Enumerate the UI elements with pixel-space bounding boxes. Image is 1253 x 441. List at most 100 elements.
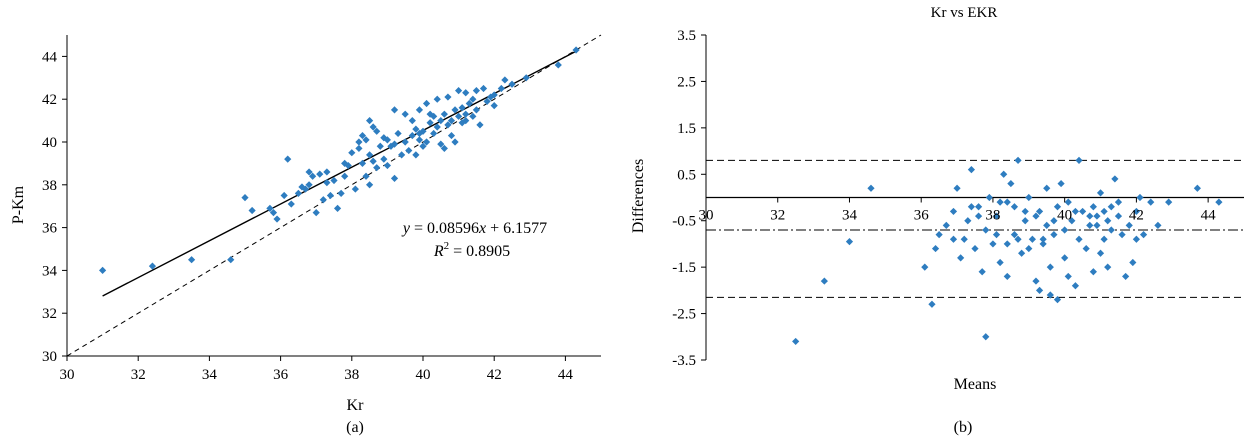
chart-b-point (964, 217, 972, 225)
chart-b-point (1039, 235, 1047, 243)
chart-a-point (426, 110, 434, 118)
chart-a-point (298, 183, 306, 191)
chart-a-xtick-label: 36 (273, 367, 289, 383)
chart-a-point (401, 110, 409, 118)
chart-b-point (1139, 231, 1148, 239)
chart-b-point (1096, 189, 1105, 197)
chart-a-point (380, 134, 388, 142)
chart-b-point (1010, 203, 1019, 211)
chart-b-point (1007, 179, 1015, 188)
chart-b-point (1021, 217, 1029, 225)
chart-a-point (355, 144, 363, 153)
chart-b-point (974, 212, 983, 220)
chart-b-point (1136, 193, 1144, 202)
chart-a-point (369, 123, 377, 131)
chart-b-point (1096, 249, 1105, 257)
chart-a-point (284, 155, 292, 163)
chart-a-point (333, 204, 342, 212)
chart-a-point (444, 93, 452, 101)
chart-a-point (433, 95, 441, 103)
chart-b-point (1003, 240, 1011, 248)
chart-a-axes (66, 35, 601, 357)
chart-b-ytick-label: 3.5 (677, 28, 696, 44)
chart-b-point (1025, 244, 1033, 253)
chart-b-yticks: 3.5 2.5 1.5 0.5 -0.5 -1.5 -2.5 -3.5 (672, 28, 706, 369)
chart-a-point (447, 117, 456, 125)
chart-b-point (1111, 175, 1119, 183)
chart-b-ytick-label: -3.5 (672, 353, 696, 369)
chart-a-point (412, 125, 420, 133)
chart-a-point (383, 136, 391, 144)
chart-a-ytick-label: 30 (42, 349, 57, 365)
chart-a-point (326, 191, 335, 200)
chart-b-point (971, 244, 979, 253)
chart-a-xticks: 30 32 34 36 38 40 42 44 (60, 356, 573, 383)
chart-a-point (554, 61, 562, 69)
chart-b-point (928, 300, 936, 308)
chart-b-ylabel: Differences (630, 159, 647, 233)
chart-a-point (241, 194, 249, 202)
chart-a-point (479, 84, 488, 93)
chart-b-point (1000, 170, 1008, 178)
chart-b-point (960, 235, 968, 243)
chart-a-xlabel: Kr (347, 397, 365, 414)
chart-b-point (1154, 221, 1162, 229)
chart-a-point (451, 138, 459, 146)
chart-b-point (1093, 221, 1101, 229)
chart-b-point (1100, 207, 1108, 216)
chart-a-point (458, 104, 466, 112)
chart-b-point (982, 333, 990, 341)
chart-a-point (305, 181, 313, 189)
chart-a-point (522, 74, 530, 82)
chart-a-point (444, 121, 452, 129)
chart-b-point (1104, 263, 1112, 271)
chart-a-point (415, 129, 424, 138)
chart-a-ytick-label: 38 (42, 178, 57, 194)
chart-b-point (1068, 217, 1076, 225)
chart-b-point (1032, 212, 1040, 220)
chart-b-points (792, 156, 1223, 346)
chart-a-point (490, 102, 498, 110)
chart-a-point (301, 185, 310, 193)
chart-b-point (974, 203, 983, 211)
chart-b-point (935, 231, 943, 239)
chart-a-identity-line (66, 34, 602, 357)
chart-b-point (1193, 184, 1201, 192)
chart-a-ytick-label: 32 (42, 306, 57, 322)
chart-a-ytick-label: 42 (42, 92, 57, 108)
chart-b-point (1061, 226, 1069, 234)
chart-b-point (1057, 179, 1065, 188)
chart-b-point (1114, 212, 1123, 220)
caption-a: (a) (346, 419, 364, 436)
chart-b-point (996, 198, 1004, 206)
chart-a-point (390, 174, 399, 182)
chart-a-point (472, 106, 480, 114)
chart-a-point (362, 136, 370, 144)
chart-b-point (1035, 286, 1044, 294)
chart-b-point (1093, 212, 1101, 220)
chart-a-point (188, 256, 196, 264)
chart-b-point (1165, 198, 1173, 206)
chart-a-xtick-label: 40 (416, 367, 431, 383)
chart-a-point (408, 117, 416, 125)
chart-a-point (351, 185, 359, 193)
chart-a-point (430, 129, 438, 138)
chart-b-point (1025, 193, 1033, 202)
chart-a-point (437, 117, 445, 125)
chart-a-point (390, 140, 399, 148)
chart-b-xtick-label: 34 (842, 208, 858, 224)
chart-b-point (1107, 226, 1115, 234)
chart-a-point (373, 127, 381, 135)
chart-b: Kr vs EKR 30 32 34 36 38 40 42 44 3.5 2.5 1.5 0.5 -… (630, 5, 1244, 436)
chart-b-point (1071, 282, 1080, 290)
chart-a-point (269, 209, 278, 217)
chart-a-point (330, 176, 338, 185)
chart-a-point (415, 106, 424, 114)
chart-a-point (273, 215, 281, 223)
chart-a-point (227, 256, 235, 264)
chart-a-point (369, 157, 377, 165)
chart-a-point (323, 168, 331, 176)
chart-a-point (433, 123, 441, 131)
chart-a-identity-segment (66, 34, 602, 357)
chart-a-point (458, 119, 466, 127)
